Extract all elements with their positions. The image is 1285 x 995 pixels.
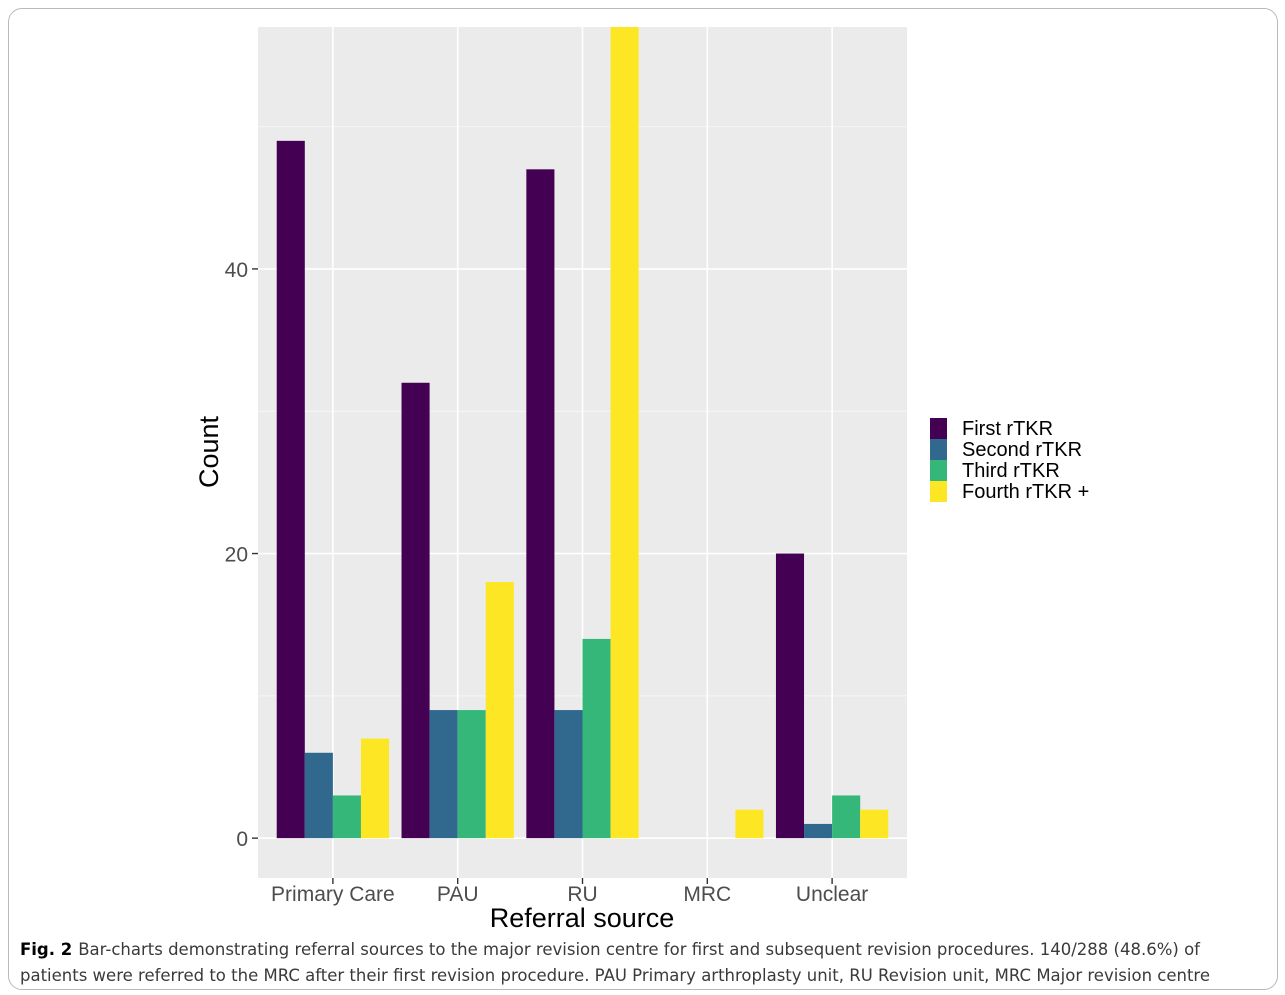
y-axis: 0 20 40 [225, 259, 258, 851]
legend-key [930, 481, 947, 502]
y-tick-label: 40 [225, 259, 248, 282]
grid-lines [258, 27, 907, 878]
bar [304, 752, 333, 839]
bar [485, 582, 514, 839]
bar [610, 27, 639, 839]
bars [276, 27, 889, 839]
legend-label: First rTKR [962, 418, 1053, 440]
bar [332, 795, 361, 839]
legend-key [930, 460, 947, 481]
bar [457, 710, 486, 839]
bar [832, 795, 861, 839]
legend-key [930, 418, 947, 439]
bar [401, 382, 430, 839]
y-axis-title: Count [194, 415, 224, 488]
legend-label: Second rTKR [962, 439, 1082, 461]
legend-label: Third rTKR [962, 460, 1060, 482]
x-tick-label: RU [567, 883, 597, 906]
x-axis: Primary Care PAU RU MRC Unclear [271, 878, 868, 906]
bar [582, 638, 611, 839]
caption-label: Fig. 2 [20, 940, 73, 959]
bar [804, 823, 833, 839]
x-tick-label: MRC [683, 883, 731, 906]
legend-key [930, 439, 947, 460]
bar-chart: 0 20 40 Primary Care PAU RU MRC Unclear Referr… [194, 27, 1089, 933]
bar [735, 809, 764, 839]
y-tick-label: 0 [236, 828, 248, 851]
figure-caption: Fig. 2 Bar-charts demonstrating referral … [20, 937, 1265, 989]
x-tick-label: PAU [437, 883, 479, 906]
bar [860, 809, 889, 839]
bar [526, 169, 555, 839]
x-tick-label: Primary Care [271, 883, 395, 906]
x-tick-label: Unclear [796, 883, 868, 906]
bar [360, 738, 390, 839]
x-axis-title: Referral source [490, 903, 675, 933]
y-tick-label: 20 [225, 544, 248, 567]
bar [276, 140, 305, 839]
bar [429, 710, 458, 839]
bar [554, 710, 583, 839]
legend-label: Fourth rTKR + [962, 481, 1089, 503]
bar [775, 553, 805, 839]
caption-text: Bar-charts demonstrating referral source… [20, 940, 1210, 985]
